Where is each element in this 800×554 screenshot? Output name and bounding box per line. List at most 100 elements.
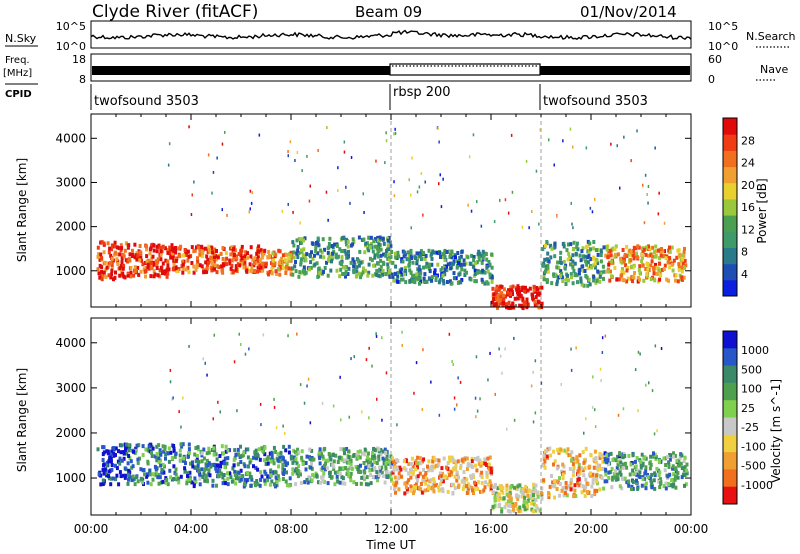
scatter-cell [365, 241, 369, 246]
scatter-cell [635, 251, 638, 256]
y-tick-label: 2000 [55, 220, 86, 234]
scatter-cell [127, 243, 131, 248]
scatter-cell [648, 466, 652, 471]
scatter-cell [581, 264, 585, 269]
scatter-cell [358, 449, 362, 454]
scatter-cell [477, 461, 481, 466]
scatter-cell [109, 482, 113, 487]
scatter-cell [439, 482, 443, 487]
scatter-cell [676, 475, 680, 480]
scatter-cell [553, 495, 556, 500]
scatter-cell-sparse [381, 418, 383, 422]
scatter-cell [421, 251, 425, 255]
colorbar-swatch [723, 417, 737, 436]
scatter-cell [221, 267, 225, 271]
scatter-cell [638, 470, 642, 475]
scatter-cell [349, 458, 353, 463]
scatter-cell [581, 450, 585, 455]
colorbar-swatch [723, 486, 737, 505]
scatter-cell [629, 264, 633, 269]
scatter-cell [216, 468, 219, 473]
scatter-cell [110, 463, 114, 467]
scatter-cell [222, 451, 225, 456]
scatter-cell [654, 249, 658, 254]
scatter-cell-sparse [418, 185, 421, 189]
scatter-cell [139, 255, 143, 260]
colorbar-swatch [723, 263, 737, 281]
scatter-cell [561, 279, 565, 283]
scatter-cell [285, 253, 289, 257]
scatter-cell [165, 267, 169, 272]
scatter-cell [198, 252, 202, 257]
scatter-cell-sparse [339, 375, 341, 379]
scatter-cell [534, 488, 537, 493]
scatter-cell [123, 466, 127, 471]
scatter-cell [263, 248, 267, 253]
scatter-cell [309, 465, 313, 470]
scatter-cell [470, 459, 474, 464]
scatter-cell [271, 263, 275, 268]
scatter-cell [277, 477, 281, 482]
scatter-cell [553, 479, 556, 484]
scatter-cell [205, 466, 209, 471]
scatter-cell [402, 458, 406, 463]
scatter-cell [599, 272, 603, 277]
scatter-cell [683, 265, 687, 270]
scatter-cell [328, 454, 332, 459]
scatter-cell-sparse [299, 383, 302, 387]
scatter-cell [635, 478, 638, 483]
scatter-cell [116, 259, 120, 264]
scatter-cell [630, 484, 634, 489]
scatter-cell [513, 485, 516, 490]
scatter-cell [465, 270, 468, 275]
scatter-cell [117, 246, 121, 251]
scatter-cell [291, 467, 295, 472]
scatter-cell-sparse [591, 210, 594, 214]
scatter-cell [110, 467, 114, 472]
scatter-cell [283, 258, 287, 263]
scatter-cell [156, 472, 160, 477]
scatter-cell [616, 454, 620, 459]
scatter-cell [449, 470, 453, 474]
scatter-cell [178, 448, 182, 453]
scatter-cell [610, 259, 614, 264]
scatter-cell [571, 462, 575, 467]
colorbar-swatch [723, 231, 737, 248]
scatter-cell [485, 470, 489, 475]
scatter-cell [674, 278, 677, 283]
scatter-cell [500, 507, 504, 511]
scatter-cell [144, 447, 148, 452]
scatter-cell [587, 249, 591, 254]
scatter-cell [680, 277, 684, 282]
scatter-cell [258, 261, 262, 266]
scatter-cell [462, 470, 466, 475]
scatter-cell [486, 456, 490, 461]
scatter-cell [546, 251, 550, 256]
scatter-cell [412, 488, 416, 493]
scatter-cell [459, 466, 462, 471]
scatter-cell [387, 235, 391, 240]
scatter-cell [331, 453, 335, 458]
scatter-cell [208, 250, 212, 255]
scatter-cell [641, 255, 644, 260]
scatter-cell [522, 499, 526, 504]
scatter-cell [586, 244, 590, 249]
scatter-cell [640, 452, 644, 457]
scatter-cell [271, 458, 275, 463]
scatter-cell [226, 456, 230, 461]
scatter-cell [495, 284, 499, 289]
scatter-cell [565, 493, 569, 498]
scatter-cell [291, 460, 295, 465]
scatter-cell [680, 453, 684, 458]
scatter-cell-sparse [249, 207, 251, 211]
scatter-cell [373, 467, 377, 472]
scatter-cell [161, 462, 165, 467]
scatter-cell [584, 446, 588, 451]
scatter-cell [254, 483, 257, 488]
scatter-cell [294, 457, 298, 462]
scatter-cell [439, 255, 442, 259]
scatter-cell [126, 481, 130, 486]
scatter-cell [407, 471, 411, 476]
scatter-cell [657, 473, 661, 478]
scatter-cell [417, 485, 421, 490]
